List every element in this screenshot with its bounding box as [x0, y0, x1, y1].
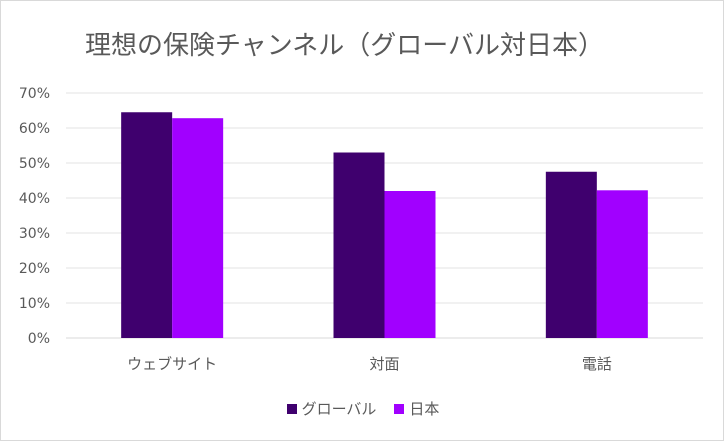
legend-swatch	[286, 403, 297, 414]
y-tick-label: 40%	[19, 191, 50, 207]
legend-label: 日本	[409, 400, 440, 418]
legend: グローバル 日本	[1, 398, 724, 419]
bar-japan	[384, 191, 436, 338]
x-category-label: 対面	[369, 355, 399, 373]
y-tick-label: 0%	[28, 331, 50, 347]
legend-item: グローバル	[286, 398, 377, 419]
bar-global	[333, 152, 385, 338]
bar-global	[121, 112, 173, 338]
y-tick-label: 50%	[19, 156, 50, 172]
y-tick-label: 10%	[19, 296, 50, 312]
y-tick-label: 20%	[19, 261, 50, 277]
x-category-label: 電話	[582, 355, 612, 373]
y-tick-label: 30%	[19, 226, 50, 242]
bar-global	[545, 171, 597, 338]
x-category-label: ウェブサイト	[127, 355, 217, 373]
legend-swatch	[394, 403, 405, 414]
bar-japan	[172, 118, 224, 338]
legend-item: 日本	[394, 398, 439, 419]
bar-japan	[596, 190, 648, 338]
y-tick-label: 70%	[19, 86, 50, 102]
chart-title: 理想の保険チャンネル（グローバル対日本）	[85, 31, 604, 61]
y-tick-label: 60%	[19, 121, 50, 137]
legend-label: グローバル	[301, 400, 377, 418]
